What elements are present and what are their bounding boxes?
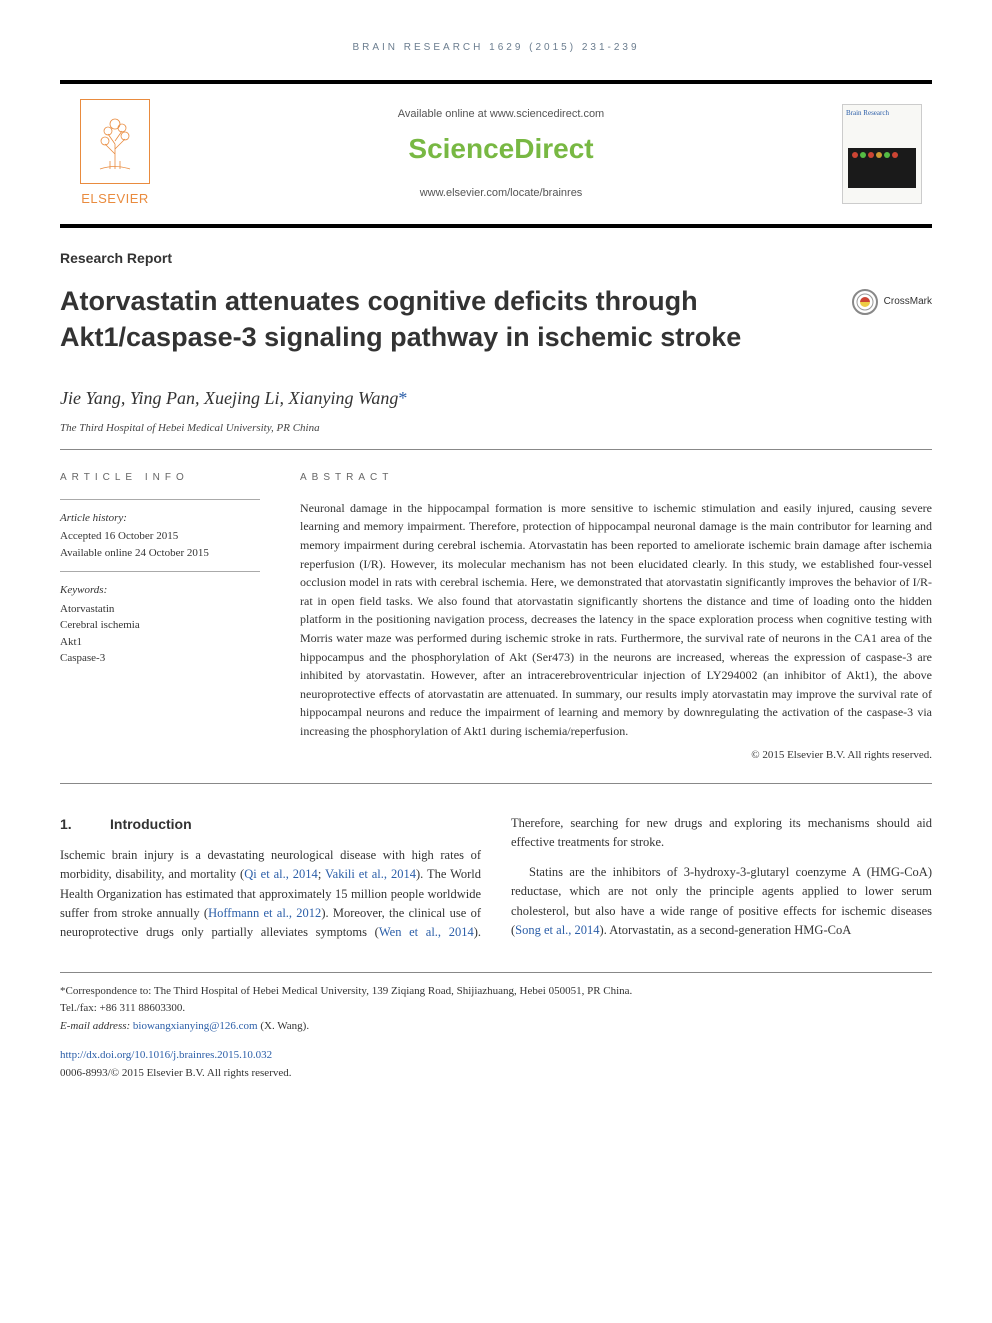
telfax-line: Tel./fax: +86 311 88603300. bbox=[60, 1000, 932, 1018]
article-info-heading: article info bbox=[60, 470, 260, 485]
corresponding-author-marker[interactable]: * bbox=[398, 388, 407, 408]
citation-link[interactable]: Vakili et al., 2014 bbox=[325, 867, 416, 881]
publisher-banner: ELSEVIER Available online at www.science… bbox=[60, 80, 932, 228]
elsevier-tree-icon bbox=[80, 99, 150, 184]
abstract-block: abstract Neuronal damage in the hippocam… bbox=[300, 470, 932, 763]
divider bbox=[60, 449, 932, 450]
issn-copyright-line: 0006-8993/© 2015 Elsevier B.V. All right… bbox=[60, 1065, 932, 1083]
abstract-text: Neuronal damage in the hippocampal forma… bbox=[300, 499, 932, 741]
keywords-label: Keywords: bbox=[60, 582, 260, 599]
citation-link[interactable]: Hoffmann et al., 2012 bbox=[208, 906, 321, 920]
section-heading: 1.Introduction bbox=[60, 814, 481, 836]
citation-link[interactable]: Song et al., 2014 bbox=[515, 923, 599, 937]
crossmark-badge[interactable]: CrossMark bbox=[852, 283, 932, 315]
cover-thumbnail-graphic bbox=[848, 148, 916, 188]
keyword: Akt1 bbox=[60, 634, 260, 651]
email-author-name: (X. Wang). bbox=[258, 1020, 309, 1032]
journal-cover-block: Brain Research bbox=[832, 99, 932, 209]
section-title: Introduction bbox=[110, 816, 192, 832]
body-text: ). Atorvastatin, as a second-generation … bbox=[600, 923, 852, 937]
article-type: Research Report bbox=[60, 248, 932, 269]
online-date: Available online 24 October 2015 bbox=[60, 545, 260, 562]
footnotes: *Correspondence to: The Third Hospital o… bbox=[60, 972, 932, 1083]
crossmark-icon bbox=[852, 289, 878, 315]
title-row: Atorvastatin attenuates cognitive defici… bbox=[60, 283, 932, 356]
article-info-block: article info Article history: Accepted 1… bbox=[60, 470, 260, 763]
cover-title: Brain Research bbox=[846, 109, 889, 117]
affiliation: The Third Hospital of Hebei Medical Univ… bbox=[60, 420, 932, 437]
body-columns: 1.Introduction Ischemic brain injury is … bbox=[60, 814, 932, 946]
keyword: Caspase-3 bbox=[60, 650, 260, 667]
info-divider bbox=[60, 571, 260, 572]
citation-link[interactable]: Qi et al., 2014 bbox=[244, 867, 318, 881]
abstract-heading: abstract bbox=[300, 470, 932, 485]
section-number: 1. bbox=[60, 814, 110, 836]
citation-link[interactable]: Wen et al., 2014 bbox=[379, 925, 474, 939]
body-paragraph: Statins are the inhibitors of 3-hydroxy-… bbox=[511, 863, 932, 941]
meta-row: article info Article history: Accepted 1… bbox=[60, 470, 932, 763]
available-online-text: Available online at www.sciencedirect.co… bbox=[398, 106, 604, 123]
article-title: Atorvastatin attenuates cognitive defici… bbox=[60, 283, 832, 356]
journal-cover: Brain Research bbox=[842, 104, 922, 204]
body-text: ; bbox=[318, 867, 325, 881]
authors-names: Jie Yang, Ying Pan, Xuejing Li, Xianying… bbox=[60, 388, 398, 408]
sciencedirect-logo[interactable]: ScienceDirect bbox=[408, 128, 593, 170]
history-label: Article history: bbox=[60, 510, 260, 527]
doi-link[interactable]: http://dx.doi.org/10.1016/j.brainres.201… bbox=[60, 1049, 272, 1061]
publisher-block: ELSEVIER bbox=[60, 99, 170, 209]
journal-url[interactable]: www.elsevier.com/locate/brainres bbox=[420, 185, 583, 202]
info-divider bbox=[60, 499, 260, 500]
email-label: E-mail address: bbox=[60, 1020, 133, 1032]
banner-center: Available online at www.sciencedirect.co… bbox=[170, 99, 832, 209]
keyword: Cerebral ischemia bbox=[60, 617, 260, 634]
abstract-copyright: © 2015 Elsevier B.V. All rights reserved… bbox=[300, 747, 932, 764]
email-link[interactable]: biowangxianying@126.com bbox=[133, 1020, 258, 1032]
divider bbox=[60, 783, 932, 784]
authors-line: Jie Yang, Ying Pan, Xuejing Li, Xianying… bbox=[60, 385, 932, 412]
email-line: E-mail address: biowangxianying@126.com … bbox=[60, 1018, 932, 1036]
accepted-date: Accepted 16 October 2015 bbox=[60, 528, 260, 545]
correspondence-line: *Correspondence to: The Third Hospital o… bbox=[60, 983, 932, 1001]
body-text: partially alleviates symptoms ( bbox=[211, 925, 378, 939]
doi-line: http://dx.doi.org/10.1016/j.brainres.201… bbox=[60, 1047, 932, 1065]
keyword: Atorvastatin bbox=[60, 601, 260, 618]
publisher-name: ELSEVIER bbox=[81, 189, 149, 209]
crossmark-label: CrossMark bbox=[884, 294, 932, 309]
running-header: BRAIN RESEARCH 1629 (2015) 231-239 bbox=[60, 40, 932, 55]
